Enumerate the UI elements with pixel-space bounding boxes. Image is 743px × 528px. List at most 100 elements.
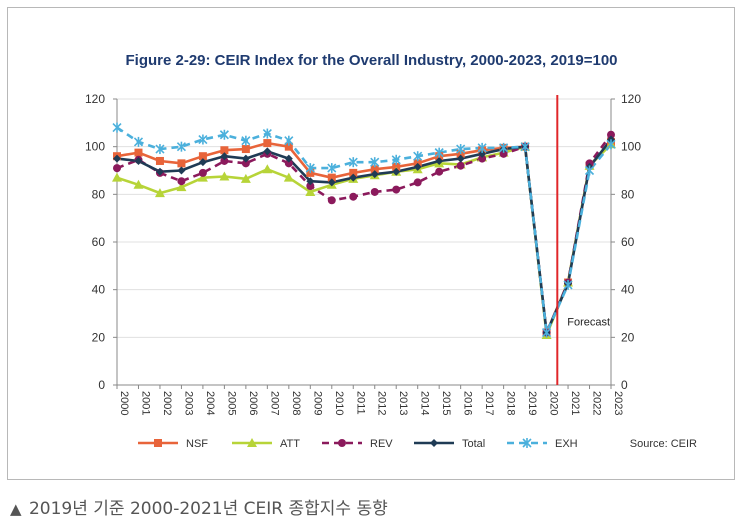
data-point (584, 165, 595, 176)
data-point (155, 144, 165, 155)
data-point (154, 439, 162, 447)
x-tick-label: 2013 (397, 391, 409, 415)
triangle-icon: ▲ (10, 500, 22, 518)
forecast-overlay: Forecast (556, 95, 610, 385)
data-point (499, 149, 508, 158)
series-markers (112, 122, 616, 339)
data-point (198, 134, 208, 145)
y-tick-label-right: 0 (621, 378, 628, 392)
x-tick-label: 2021 (569, 391, 581, 415)
data-point (241, 145, 250, 154)
data-point (155, 167, 164, 176)
data-point (370, 170, 379, 179)
data-point (220, 146, 229, 155)
data-point (219, 129, 229, 140)
data-point (392, 185, 401, 194)
data-point (348, 157, 358, 168)
y-tick-label-left: 0 (98, 378, 105, 392)
data-point (349, 192, 358, 201)
x-tick-label: 2003 (182, 391, 194, 415)
series-line-nsf (116, 141, 612, 334)
axes (113, 98, 615, 389)
data-point (607, 130, 615, 139)
data-point (241, 159, 250, 168)
forecast-label: Forecast (567, 316, 610, 328)
y-tick-label-left: 120 (85, 92, 105, 106)
data-point (155, 156, 164, 165)
y-tick-label-right: 80 (621, 187, 635, 201)
data-point (177, 166, 186, 175)
data-point (177, 177, 186, 186)
x-tick-label: 2014 (419, 391, 431, 415)
data-point (284, 135, 294, 146)
data-point (176, 182, 187, 192)
y-tick-label-left: 80 (92, 187, 106, 201)
data-point (370, 187, 379, 196)
data-point (478, 149, 487, 158)
data-point (284, 142, 293, 151)
y-tick-label-right: 20 (621, 330, 635, 344)
data-point (241, 154, 250, 163)
y-tick-label-right: 40 (621, 283, 635, 297)
data-point (477, 142, 487, 153)
data-point (154, 188, 165, 198)
data-point (241, 135, 251, 146)
data-point (177, 159, 186, 168)
data-point (327, 178, 336, 187)
x-tick-label: 2007 (268, 391, 280, 415)
data-point (240, 173, 251, 183)
figure-caption: ▲ 2019년 기준 2000-2021년 CEIR 종합지수 동향 (10, 494, 388, 519)
data-point (305, 163, 315, 174)
x-tick-label: 2020 (548, 391, 560, 415)
x-tick-label: 2001 (139, 391, 151, 415)
data-point (113, 164, 121, 173)
data-point (262, 164, 273, 174)
data-point (349, 173, 358, 182)
data-point (456, 154, 465, 163)
data-point (370, 165, 379, 174)
data-point (435, 167, 444, 176)
data-point (198, 158, 207, 167)
data-point (220, 156, 229, 165)
data-point (413, 151, 423, 162)
x-tick-label: 2018 (505, 391, 517, 415)
data-point (413, 162, 422, 171)
x-tick-label: 2010 (333, 391, 345, 415)
chart-title: Figure 2-29: CEIR Index for the Overall … (125, 52, 618, 69)
data-point (370, 157, 380, 168)
x-tick-label: 2022 (591, 391, 603, 415)
y-tick-label-left: 100 (85, 140, 105, 154)
data-point (112, 122, 122, 133)
x-tick-label: 2023 (612, 391, 624, 415)
data-point (430, 439, 438, 447)
data-point (284, 159, 293, 168)
legend: NSF ATT REV Total EXH Source: CEIR (138, 438, 697, 450)
data-point (262, 128, 272, 139)
y-tick-label-left: 40 (92, 283, 106, 297)
x-tick-label: 2015 (440, 391, 452, 415)
data-point (435, 156, 444, 165)
data-point (478, 154, 487, 163)
data-point (112, 172, 122, 182)
x-tick-label: 2006 (247, 391, 259, 415)
data-point (305, 186, 316, 196)
data-point (284, 154, 293, 163)
data-point (522, 438, 532, 448)
data-point (263, 139, 272, 148)
x-tick-label: 2017 (483, 391, 495, 415)
legend-label-nsf: NSF (186, 438, 208, 450)
data-point (456, 144, 466, 155)
legend-label-total: Total (462, 438, 485, 450)
data-point (176, 141, 187, 152)
data-point (563, 279, 573, 290)
series-lines (116, 126, 613, 337)
data-point (306, 177, 315, 186)
data-point (327, 163, 337, 174)
source-note: Source: CEIR (630, 438, 697, 450)
data-point (247, 438, 257, 447)
x-tick-label: 2002 (161, 391, 173, 415)
data-point (283, 172, 294, 182)
data-point (606, 139, 616, 150)
data-point (219, 171, 230, 181)
